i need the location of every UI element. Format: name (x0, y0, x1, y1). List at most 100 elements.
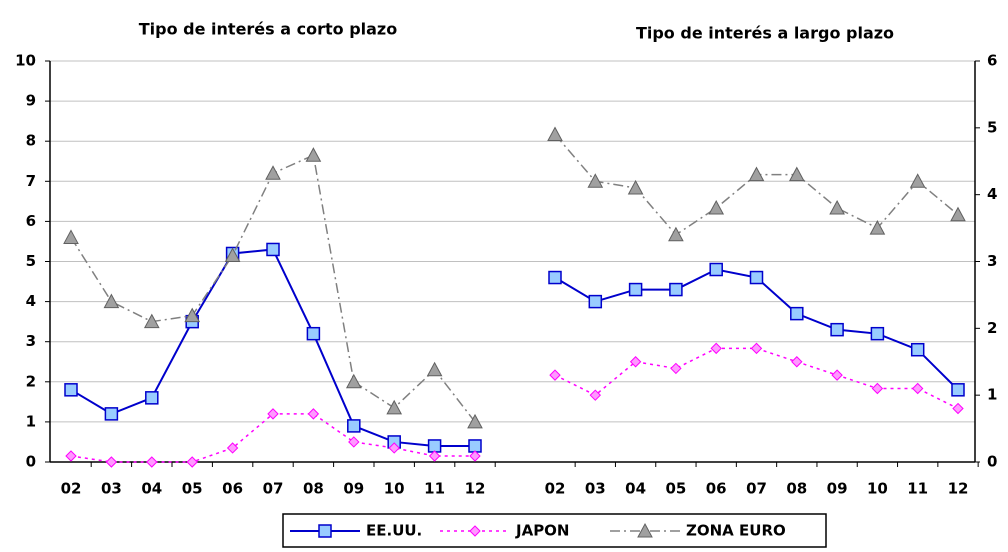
y-tick-label: 5 (26, 252, 36, 270)
y-tick-label: 3 (26, 332, 36, 350)
y-tick-label: 2 (26, 372, 36, 390)
x-tick-label: 02 (545, 480, 566, 498)
data-point (143, 313, 160, 329)
y2-tick-label: 5 (987, 118, 997, 136)
data-point (589, 389, 602, 401)
chart-title: Tipo de interés a corto plazo (139, 20, 397, 39)
data-point (788, 166, 805, 182)
y-tick-label: 6 (26, 212, 36, 230)
data-point (146, 456, 158, 468)
y-tick-label: 8 (26, 132, 36, 150)
data-point (469, 450, 481, 462)
data-point (548, 270, 562, 285)
x-tick-label: 04 (625, 480, 646, 498)
data-point (547, 126, 563, 142)
data-point (266, 242, 280, 257)
data-point (103, 293, 120, 309)
data-point (104, 407, 119, 421)
legend-label: ZONA EURO (686, 522, 786, 540)
data-point (710, 342, 722, 355)
data-point (950, 206, 966, 222)
data-point (831, 369, 843, 381)
data-point (468, 439, 482, 453)
x-tick-label: 03 (101, 480, 122, 498)
data-point (952, 402, 964, 415)
x-tick-label: 10 (867, 480, 888, 498)
data-point (427, 439, 442, 453)
y2-tick-label: 1 (987, 386, 997, 404)
data-point (750, 342, 763, 355)
data-point (265, 165, 281, 180)
data-point (910, 342, 925, 357)
x-tick-label: 07 (263, 480, 284, 498)
y-tick-label: 7 (26, 172, 36, 190)
data-point (186, 456, 198, 468)
data-point (65, 450, 77, 462)
y-tick-label: 1 (26, 412, 36, 430)
data-point (306, 326, 321, 341)
data-point (347, 419, 361, 433)
x-tick-label: 08 (786, 480, 807, 498)
legend-box (282, 513, 827, 548)
x-tick-label: 06 (706, 480, 727, 498)
y2-tick-label: 4 (987, 185, 997, 203)
y-tick-label: 4 (26, 292, 36, 310)
data-point (670, 362, 682, 375)
data-point (669, 282, 683, 297)
x-tick-label: 10 (384, 480, 405, 498)
legend-marker (637, 522, 653, 538)
x-tick-label: 12 (465, 480, 486, 498)
data-point (386, 399, 403, 415)
legend-marker (469, 525, 481, 537)
x-tick-label: 08 (303, 480, 324, 498)
data-point (145, 391, 159, 405)
data-point (426, 361, 443, 377)
data-point (428, 450, 441, 462)
y2-tick-label: 0 (987, 453, 997, 471)
data-point (467, 413, 483, 429)
series-line (554, 347, 959, 410)
data-point (909, 173, 926, 188)
data-point (388, 442, 400, 454)
data-point (871, 382, 884, 395)
data-point (668, 226, 684, 242)
legend-label: JAPON (515, 522, 570, 540)
data-point (105, 456, 118, 468)
y-tick-label: 9 (26, 92, 36, 110)
x-tick-label: 05 (182, 480, 203, 498)
chart-title: Tipo de interés a largo plazo (636, 24, 894, 43)
data-point (869, 220, 886, 235)
data-point (627, 179, 644, 195)
data-point (911, 382, 924, 395)
y-tick-label: 10 (15, 52, 36, 70)
y2-tick-label: 2 (987, 319, 997, 337)
x-tick-label: 07 (746, 480, 767, 498)
data-point (628, 282, 643, 297)
data-point (629, 356, 642, 368)
data-point (791, 356, 803, 368)
x-tick-label: 12 (948, 480, 969, 498)
y2-tick-label: 3 (987, 252, 997, 270)
data-point (709, 262, 723, 277)
x-tick-label: 09 (343, 480, 364, 498)
x-tick-label: 11 (424, 480, 445, 498)
x-tick-label: 09 (827, 480, 848, 498)
data-point (708, 199, 725, 215)
data-point (748, 166, 765, 182)
data-point (749, 270, 764, 285)
data-point (830, 322, 844, 337)
data-point (305, 147, 322, 162)
data-point (64, 383, 78, 397)
data-point (588, 294, 603, 309)
y2-tick-label: 6 (987, 52, 997, 70)
legend-label: EE.UU. (366, 522, 422, 540)
data-point (267, 408, 279, 420)
data-point (224, 247, 241, 262)
data-point (345, 373, 362, 389)
x-tick-label: 02 (61, 480, 82, 498)
data-point (348, 436, 360, 448)
data-point (829, 199, 845, 215)
data-point (587, 173, 604, 188)
